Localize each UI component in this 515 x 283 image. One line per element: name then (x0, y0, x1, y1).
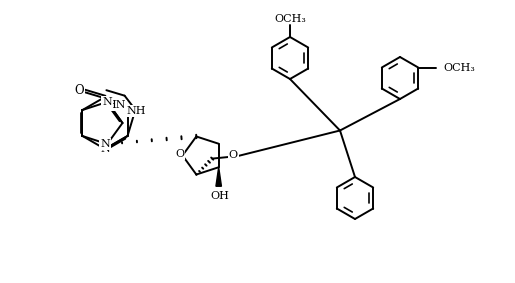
Text: O: O (74, 84, 84, 97)
Text: OH: OH (211, 191, 230, 201)
Text: OCH₃: OCH₃ (274, 14, 306, 23)
Text: N: N (100, 139, 110, 149)
Text: N: N (102, 97, 112, 107)
Text: OCH₃: OCH₃ (443, 63, 475, 72)
Text: NH: NH (127, 106, 146, 116)
Text: N: N (100, 144, 110, 154)
Polygon shape (216, 167, 221, 186)
Text: O: O (176, 149, 184, 159)
Text: O: O (229, 150, 238, 160)
Text: HN: HN (107, 100, 126, 110)
